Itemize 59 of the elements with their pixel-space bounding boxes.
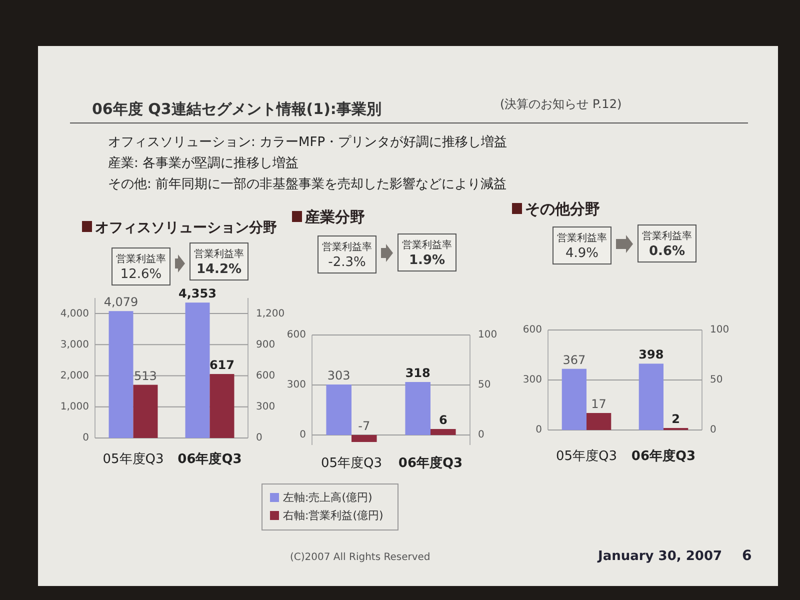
data-label: 367 — [562, 352, 586, 367]
x-tick-label: 05年度Q3 — [102, 451, 164, 467]
legend-label: 右軸:営業利益(億円) — [283, 509, 384, 522]
y2-tick-label: 1,200 — [256, 308, 285, 320]
text: 営業利益率 1.9% — [402, 239, 452, 268]
legend-label: 左軸:売上高(億円) — [283, 491, 372, 504]
y2-tick-label: 0 — [256, 432, 262, 444]
data-label: 4,079 — [104, 295, 138, 310]
data-label: -7 — [358, 419, 370, 433]
y-tick-label: 0 — [300, 430, 306, 441]
y-tick-label: 600 — [522, 324, 542, 336]
chart-title: 産業分野 — [304, 208, 365, 226]
text: その他: 前年同期に一部の非基盤事業を売却した影響などにより減益 — [108, 177, 507, 192]
text: 営業利益率 12.6% — [116, 253, 166, 282]
text: 06年度 Q3連結セグメント情報(1):事業別 — [92, 100, 382, 118]
data-label: 513 — [134, 368, 157, 383]
text: (C)2007 All Rights Reserved — [290, 552, 430, 563]
text: 産業: 各事業が堅調に推移し増益 — [108, 155, 299, 171]
text: 営業利益率 4.9% — [557, 232, 607, 261]
x-tick-label: 05年度Q3 — [556, 448, 618, 464]
text: 営業利益率 -2.3% — [322, 241, 372, 270]
y2-tick-label: 300 — [256, 402, 276, 413]
x-tick-label: 06年度Q3 — [398, 455, 463, 471]
data-label: 17 — [591, 397, 606, 411]
y2-tick-label: 50 — [478, 380, 491, 391]
y-tick-label: 1,000 — [60, 402, 89, 413]
x-tick-label: 05年度Q3 — [320, 455, 382, 471]
data-label: 617 — [209, 358, 235, 372]
y2-tick-label: 100 — [478, 330, 498, 341]
text: オフィスソリューション: カラーMFP・プリンタが好調に推移し増益 — [108, 134, 508, 150]
y2-tick-label: 600 — [256, 370, 276, 382]
data-label: 4,353 — [178, 286, 216, 301]
y2-tick-label: 50 — [710, 374, 723, 386]
y-tick-label: 2,000 — [60, 370, 89, 382]
y2-tick-label: 900 — [256, 339, 276, 350]
y-tick-label: 300 — [286, 380, 306, 391]
text: 営業利益率 0.6% — [642, 230, 692, 259]
y2-tick-label: 0 — [710, 424, 716, 436]
y-tick-label: 300 — [522, 374, 542, 386]
chart-title: オフィスソリューション分野 — [95, 220, 277, 236]
text: (決算のお知らせ P.12) — [500, 97, 622, 111]
x-tick-label: 06年度Q3 — [178, 451, 242, 467]
chart-title: その他分野 — [525, 200, 600, 218]
text: 営業利益率 14.2% — [194, 248, 244, 277]
text: 6 — [742, 548, 752, 564]
y-tick-label: 4,000 — [60, 308, 89, 320]
data-label: 398 — [638, 348, 664, 362]
y-tick-label: 600 — [286, 330, 306, 341]
data-label: 318 — [405, 366, 430, 380]
y2-tick-label: 0 — [478, 430, 484, 441]
y-tick-label: 3,000 — [60, 339, 89, 350]
y2-tick-label: 100 — [710, 324, 730, 336]
x-tick-label: 06年度Q3 — [631, 448, 696, 464]
data-label: 6 — [438, 413, 448, 427]
y-tick-label: 0 — [536, 424, 542, 436]
text: January 30, 2007 — [597, 549, 722, 564]
data-label: 2 — [672, 412, 680, 426]
y-tick-label: 0 — [82, 432, 89, 444]
data-label: 303 — [327, 368, 350, 382]
